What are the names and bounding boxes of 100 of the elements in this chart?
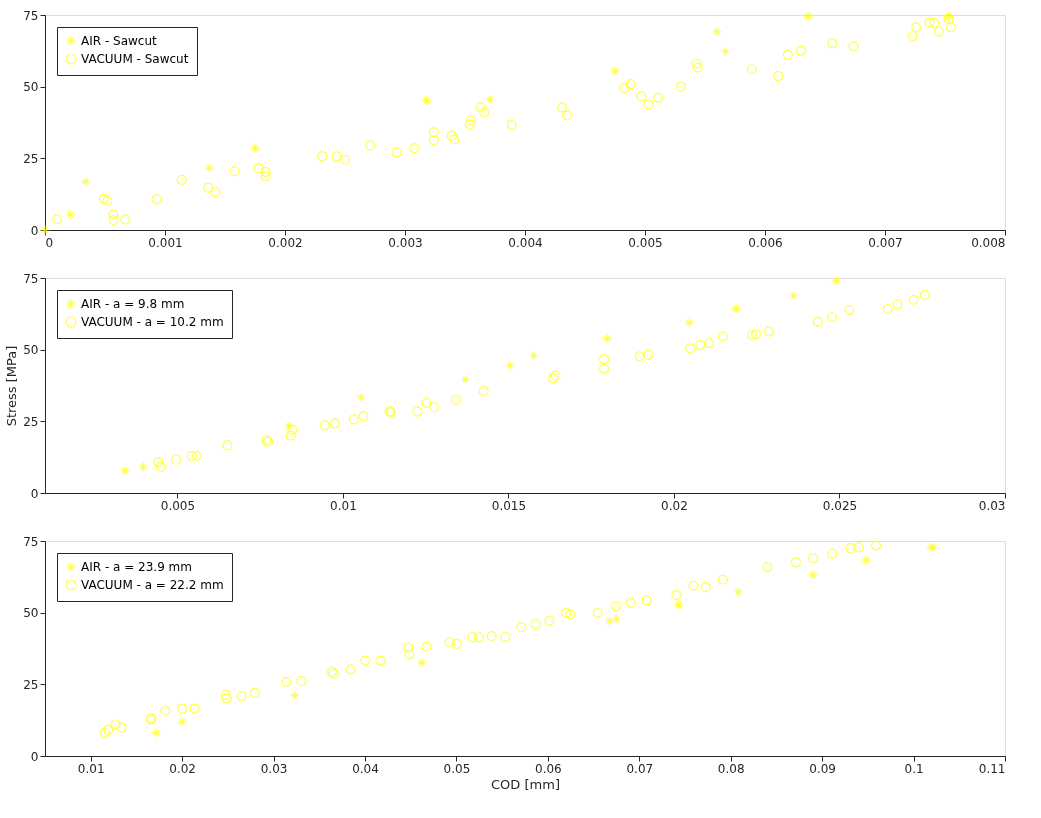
point (287, 424, 298, 435)
point (177, 716, 188, 727)
point (720, 46, 731, 57)
point (675, 81, 687, 92)
x-tick-label: 0.05 (443, 761, 471, 776)
point (451, 394, 462, 405)
x-tick-label: 0.09 (809, 761, 836, 776)
point (358, 411, 369, 422)
point (565, 609, 576, 620)
point (428, 402, 440, 413)
point (611, 601, 622, 612)
point (186, 450, 197, 462)
legend-label: AIR - Sawcut (81, 34, 158, 48)
point (260, 166, 271, 177)
x-tick-label: 0.06 (535, 761, 562, 776)
x-tick-label: 0.1 (904, 761, 924, 776)
point (108, 215, 119, 226)
legend-label: VACUUM - Sawcut (81, 52, 189, 66)
x-axis-title: COD [mm] (491, 776, 560, 792)
point (478, 385, 489, 397)
point (812, 316, 824, 327)
point (120, 214, 131, 225)
point (602, 333, 613, 344)
point (795, 45, 807, 56)
x-tick-label: 0.006 (748, 235, 783, 250)
x-tick-label: 0.01 (77, 761, 105, 776)
point (421, 95, 432, 106)
x-tick-label: 0.11 (978, 761, 1006, 776)
point (444, 637, 455, 648)
point (317, 151, 328, 162)
point (703, 338, 715, 349)
point (933, 26, 945, 37)
point (110, 719, 121, 730)
point (80, 176, 91, 187)
x-tick-label: 0.08 (717, 761, 745, 776)
point (465, 115, 477, 126)
point (653, 92, 664, 103)
y-tick-label: 50 (23, 606, 39, 621)
point (331, 151, 342, 162)
point (416, 657, 427, 668)
x-tick-label: 0.002 (268, 235, 303, 250)
point (844, 305, 855, 316)
point (625, 79, 636, 90)
point (695, 340, 706, 351)
point (348, 414, 359, 425)
point (486, 631, 497, 642)
point (673, 599, 684, 610)
point (365, 140, 376, 151)
y-tick-label: 75 (23, 8, 39, 23)
point (924, 17, 935, 28)
point (249, 687, 261, 698)
y-tick-label: 25 (23, 677, 39, 692)
legend-label: VACUUM - a = 10.2 mm (81, 315, 224, 329)
point (516, 622, 527, 633)
point (221, 693, 232, 704)
point (641, 595, 652, 606)
point (560, 607, 572, 619)
point (762, 562, 773, 573)
point (827, 38, 838, 49)
point (283, 420, 295, 431)
point (473, 632, 485, 643)
point (391, 147, 402, 158)
point (782, 49, 793, 60)
point (176, 174, 187, 185)
point (506, 119, 517, 130)
point (460, 374, 471, 385)
point (151, 727, 162, 738)
x-tick-label: 0.07 (626, 761, 654, 776)
point (160, 705, 171, 716)
y-tick-label: 25 (23, 151, 39, 166)
point (116, 722, 127, 733)
point (929, 17, 940, 29)
point (861, 555, 872, 566)
point (249, 143, 261, 154)
point (625, 597, 636, 608)
point (688, 580, 699, 591)
x-tick-label: 0.04 (352, 761, 379, 776)
legend-label: VACUUM - a = 22.2 mm (81, 578, 224, 592)
point (592, 607, 603, 619)
x-tick-label: 0.005 (160, 498, 196, 513)
point (561, 110, 573, 121)
point (831, 275, 842, 286)
point (120, 465, 131, 476)
point (222, 440, 233, 451)
point (103, 724, 114, 735)
point (108, 209, 119, 220)
point (464, 119, 475, 130)
point (871, 540, 882, 551)
point (289, 690, 300, 701)
point (428, 127, 439, 138)
point (155, 461, 166, 472)
point (717, 574, 729, 585)
point (643, 99, 654, 110)
x-tick-label: 0.015 (491, 498, 527, 513)
point (634, 351, 645, 362)
point (253, 163, 264, 174)
point (428, 135, 439, 146)
point (356, 392, 367, 403)
y-tick-label: 50 (23, 343, 39, 358)
point (171, 454, 182, 465)
